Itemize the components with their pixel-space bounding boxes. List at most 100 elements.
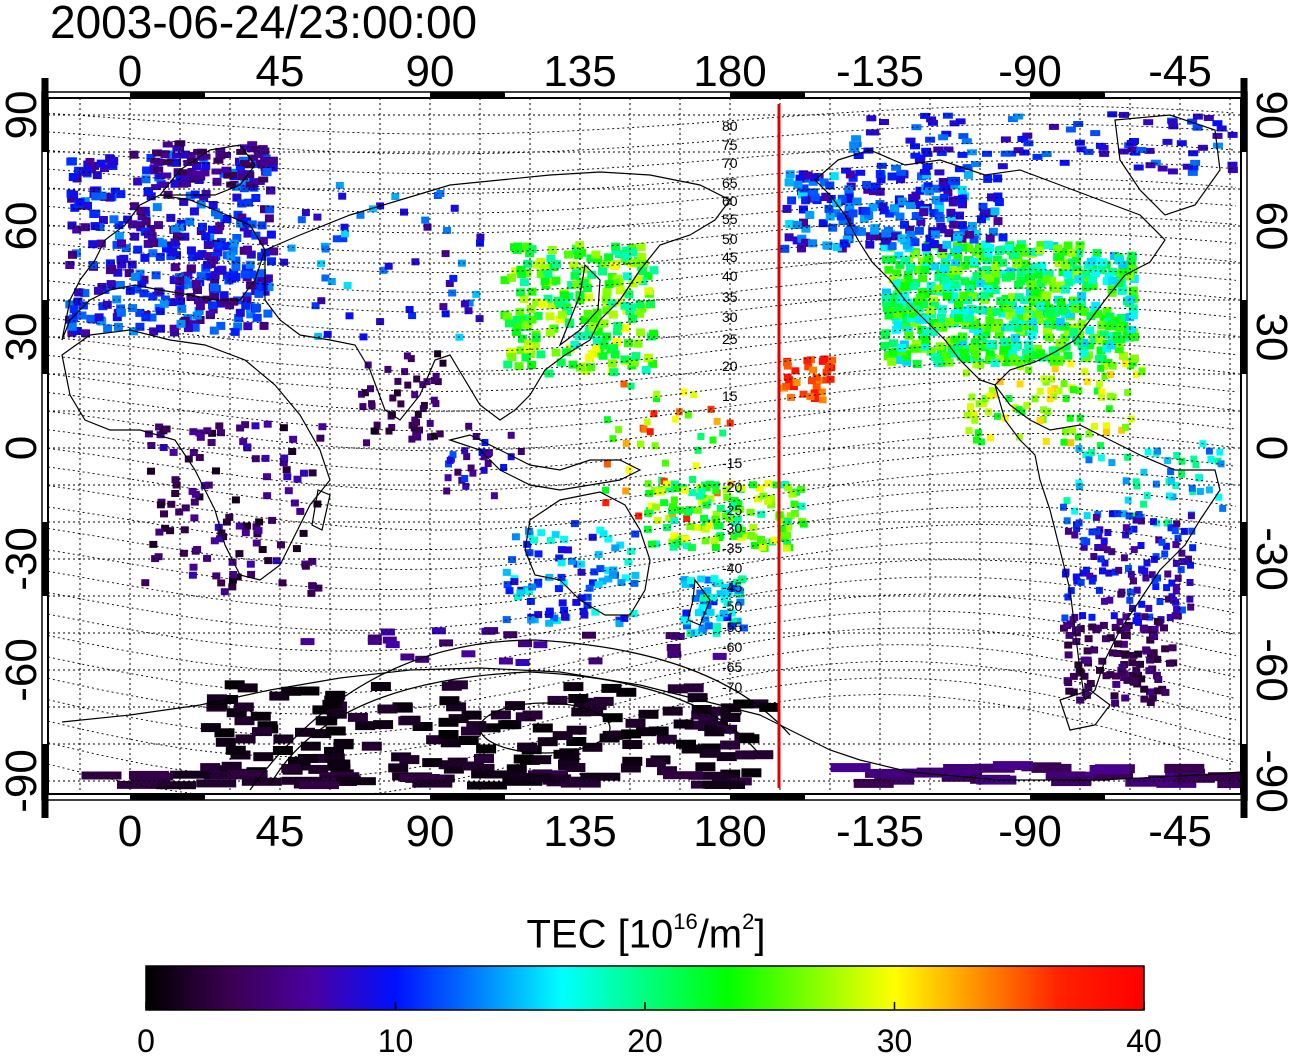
tec-cell-antarctica-edge [241, 777, 282, 786]
tec-cell-arctic [896, 169, 907, 176]
tec-cell-antarctica-edge [412, 779, 453, 788]
tec-cell-europe [203, 241, 213, 249]
tec-cell-europe [119, 254, 129, 263]
tec-cell-patagonia [1168, 644, 1177, 652]
tec-cell-africa [195, 429, 204, 437]
tec-cell-canada [798, 205, 808, 214]
tec-cell-africa [196, 433, 205, 441]
tec-cell-antarctica-edge [467, 781, 507, 790]
tec-cell-east-asia [631, 352, 641, 361]
tec-cell-australia [591, 608, 600, 616]
tec-cell-canada [787, 196, 797, 205]
tec-cell-patagonia [1117, 669, 1126, 677]
tec-cell-new-zealand [723, 590, 732, 598]
left-lat-tick-label: -60 [0, 638, 46, 702]
tec-cell-south-america [1124, 453, 1132, 461]
tec-cell-europe [246, 302, 256, 311]
tec-cell-india [370, 427, 378, 435]
tec-cell-pacific [661, 459, 669, 467]
top-lon-tick-label: 45 [256, 47, 305, 96]
tec-cell-patagonia [1160, 624, 1168, 632]
tec-cell-arctic [1000, 136, 1011, 143]
tec-cell-south-america-south [1122, 531, 1130, 539]
tec-cell-south-pacific [670, 480, 679, 488]
tec-cell-north-america [1090, 335, 1100, 344]
tec-cell-antarctica [214, 728, 235, 738]
tec-cell-europe-north [174, 140, 185, 147]
tec-cell-asia [384, 262, 393, 270]
tec-cell-canada [993, 217, 1003, 226]
tec-cell-antarctica [230, 750, 251, 760]
tec-cell-east-asia [635, 309, 645, 318]
tec-cell-north-america [940, 275, 950, 284]
tec-cell-north-america [1006, 267, 1016, 276]
tec-cell-north-america [915, 293, 925, 302]
tec-cell-pacific-hot [807, 377, 816, 385]
tec-colorbar: 0 10 20 30 40 [137, 965, 1162, 1057]
tec-cell-europe [189, 207, 199, 216]
tec-cell-south-america-south [1162, 542, 1170, 550]
tec-cell-south-pacific [670, 532, 679, 540]
tec-cell-australia [589, 579, 597, 587]
tec-cell-india [403, 352, 411, 360]
tec-cell-arctic [922, 150, 933, 157]
tec-cell-canada [959, 226, 969, 235]
tec-cell-australia [631, 530, 640, 538]
right-lat-tick-label: 90 [1247, 91, 1292, 140]
tec-cell-canada [819, 178, 829, 187]
tec-cell-south-ocean [666, 644, 681, 651]
contour-line [48, 576, 1237, 652]
tec-cell-north-america [1117, 286, 1127, 295]
tec-cell-europe-north [213, 157, 224, 164]
tec-cell-india [412, 429, 420, 437]
tec-cell-south-america-south [1178, 549, 1186, 557]
tec-cell-south-america-south [1154, 574, 1162, 582]
tec-cell-north-america [983, 285, 993, 293]
tec-cell-africa [318, 423, 327, 431]
tec-cell-antarctica [325, 726, 346, 736]
tec-cell-canada [828, 223, 838, 232]
tec-cell-africa [172, 481, 181, 489]
tec-cell-east-asia [591, 250, 601, 259]
tec-cell-canada [978, 202, 988, 211]
tec-cell-europe [220, 297, 229, 306]
bottom-lon-tick-label: -45 [1148, 807, 1212, 856]
tec-cell-north-america [985, 316, 995, 325]
tec-cell-indonesia [461, 447, 469, 455]
tec-cell-north-america [1053, 244, 1062, 253]
tec-cell-north-america [881, 293, 891, 302]
tec-cell-canada [809, 188, 819, 197]
tec-cell-europe [186, 246, 196, 255]
tec-cell-south-pacific [711, 544, 720, 551]
tec-cell-europe-north [151, 184, 162, 191]
tec-cell-north-america [992, 324, 1001, 333]
tec-cell-south-pacific [712, 510, 721, 518]
tec-cell-africa [156, 431, 165, 439]
tec-cell-new-zealand [704, 622, 713, 630]
contour-label-south: -55 [722, 619, 742, 635]
tec-cell-pacific [643, 418, 651, 426]
tec-cell-new-zealand [721, 583, 729, 591]
contour-line [48, 541, 1237, 611]
tec-cell-patagonia [1121, 651, 1130, 659]
tec-cell-australia [555, 554, 564, 562]
left-lat-tick-label: 90 [0, 91, 46, 140]
tec-cell-canada [793, 180, 803, 189]
tec-cell-north-america [1065, 310, 1075, 318]
tec-cell-central-america [1031, 395, 1039, 403]
tec-cell-europe [78, 301, 88, 310]
tec-cell-canada [990, 207, 1000, 216]
tec-cell-south-america-south [1108, 510, 1116, 518]
tec-cell-central-america [973, 436, 980, 444]
tec-cell-india [434, 350, 442, 358]
tec-cell-north-america [892, 279, 902, 288]
tec-cell-asia [423, 223, 432, 231]
tec-cell-north-america [1032, 263, 1041, 272]
tec-cell-east-asia [532, 260, 542, 269]
tec-cell-south-ocean [665, 632, 680, 640]
tec-cell-africa [292, 545, 301, 553]
tec-cell-arctic [971, 161, 982, 168]
tec-cell-europe [140, 253, 150, 262]
tec-cell-africa [243, 522, 252, 530]
tec-cell-pacific [650, 410, 658, 418]
